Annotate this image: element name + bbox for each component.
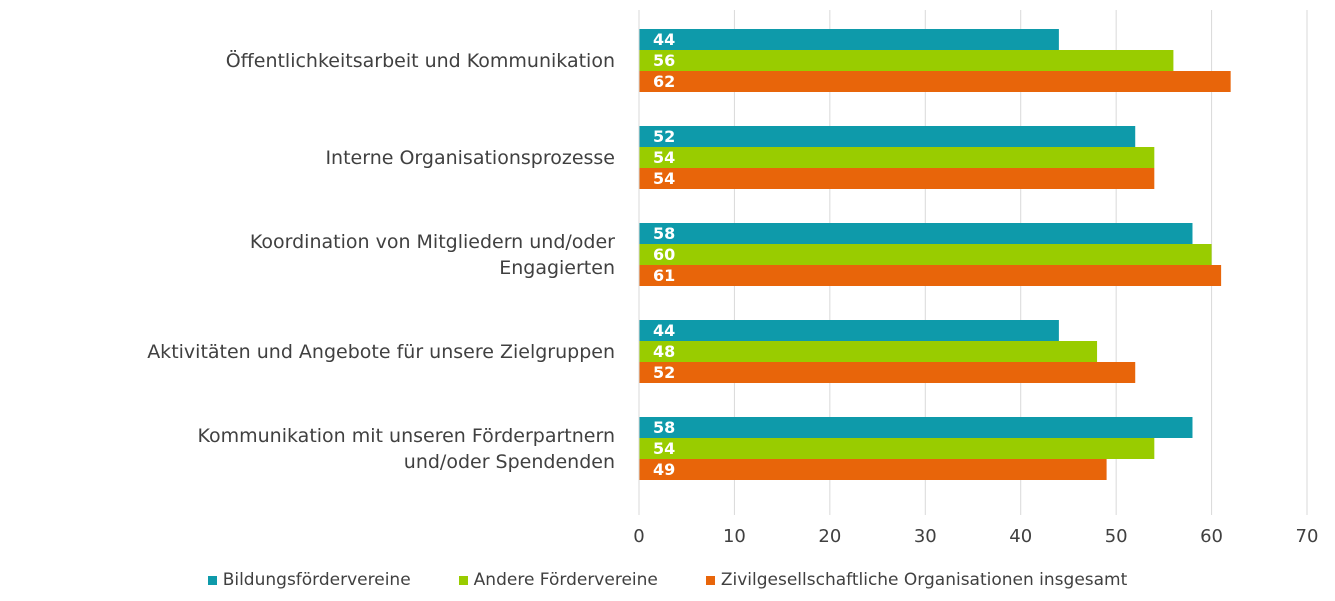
bar (639, 223, 1193, 244)
bar (639, 320, 1059, 341)
bar (639, 459, 1107, 480)
legend-swatch (705, 575, 715, 585)
legend-swatch (458, 575, 468, 585)
value-label: 54 (653, 439, 675, 458)
value-label: 44 (653, 321, 675, 340)
bar (639, 341, 1098, 362)
value-label: 48 (653, 342, 675, 361)
legend-item: Andere Fördervereine (458, 570, 658, 590)
legend-label: Andere Fördervereine (473, 570, 658, 590)
bar (639, 362, 1136, 383)
bar (639, 244, 1212, 265)
legend-label: Zivilgesellschaftliche Organisationen in… (720, 570, 1128, 590)
bar (639, 50, 1174, 71)
bar (639, 71, 1231, 92)
value-label: 58 (653, 224, 675, 243)
bar (639, 147, 1155, 168)
x-tick-label: 10 (723, 526, 746, 547)
category-label: Koordination von Mitgliedern und/oder En… (249, 230, 615, 279)
value-label: 54 (653, 148, 675, 167)
category-label: Öffentlichkeitsarbeit und Kommunikation (225, 49, 615, 72)
value-label: 61 (653, 266, 675, 285)
category-label: Aktivitäten und Angebote für unsere Ziel… (147, 340, 615, 363)
bar (639, 126, 1136, 147)
bar (639, 168, 1155, 189)
bar (639, 417, 1193, 438)
x-tick-label: 50 (1105, 526, 1128, 547)
value-label: 52 (653, 127, 675, 146)
value-label: 60 (653, 245, 675, 264)
legend-item: Bildungsfördervereine (207, 570, 411, 590)
value-label: 58 (653, 418, 675, 437)
x-tick-label: 0 (633, 526, 644, 547)
value-label: 54 (653, 169, 675, 188)
x-tick-label: 70 (1296, 526, 1319, 547)
value-label: 52 (653, 363, 675, 382)
category-label: Kommunikation mit unseren Förderpartnern… (197, 424, 615, 473)
legend-item: Zivilgesellschaftliche Organisationen in… (705, 570, 1128, 590)
value-label: 44 (653, 30, 675, 49)
legend-swatch (207, 575, 217, 585)
value-label: 62 (653, 72, 675, 91)
legend-label: Bildungsfördervereine (222, 570, 411, 590)
x-tick-label: 60 (1200, 526, 1223, 547)
bar (639, 265, 1222, 286)
category-label: Interne Organisationsprozesse (325, 146, 615, 169)
x-tick-label: 20 (818, 526, 841, 547)
x-tick-label: 40 (1009, 526, 1032, 547)
bar (639, 438, 1155, 459)
value-label: 56 (653, 51, 675, 70)
bar (639, 29, 1059, 50)
x-tick-label: 30 (914, 526, 937, 547)
value-label: 49 (653, 460, 675, 479)
legend: Bildungsfördervereine Andere Förderverein… (0, 570, 1335, 590)
